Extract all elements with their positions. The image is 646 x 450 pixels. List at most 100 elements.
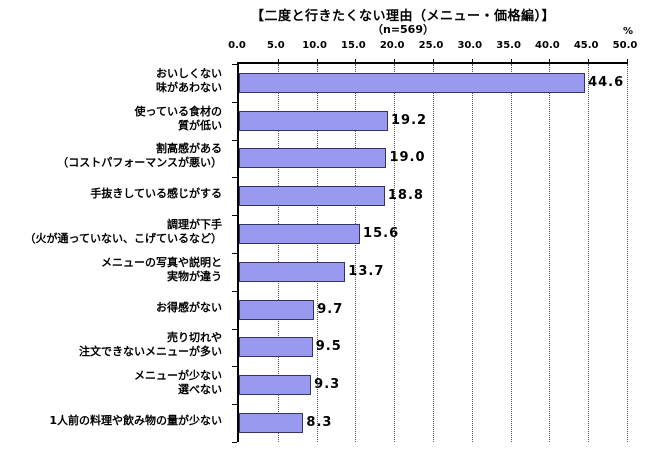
bar-row: 9.5 <box>239 329 627 367</box>
plot-area: 44.6 19.2 19.0 18.8 15.6 13.7 9.7 9.5 9.3 8.3 <box>232 59 628 443</box>
gridline <box>627 64 628 442</box>
y-axis-tick <box>232 64 237 65</box>
bar-row: 44.6 <box>239 64 627 102</box>
x-axis-tick <box>394 59 396 64</box>
bar <box>239 299 315 320</box>
category-label-line: 使っている食材の <box>134 104 222 118</box>
bar-row: 8.3 <box>239 404 627 442</box>
gridline <box>433 64 434 442</box>
gridline <box>355 64 357 442</box>
chart-title: 【二度と行きたくない理由（メニュー・価格編）】 <box>250 9 555 24</box>
bar-row: 19.0 <box>239 140 627 178</box>
category-label-line: 実物が違う <box>167 269 222 283</box>
x-tick-label: 10.0 <box>302 40 327 51</box>
bar-row: 19.2 <box>239 102 627 140</box>
category-label-line: 注文できないメニューが多い <box>79 345 222 359</box>
category-label-line: 調理が下手 <box>167 218 222 232</box>
x-axis-tick <box>627 59 628 64</box>
x-tick-label: 15.0 <box>341 40 366 51</box>
category-label-line: 質が低い <box>178 118 222 132</box>
bar <box>239 261 346 282</box>
bar-row: 15.6 <box>239 215 627 253</box>
value-label: 18.8 <box>387 188 424 204</box>
chart-subtitle: （n=569） <box>371 23 434 36</box>
x-axis-unit-label: % <box>622 26 634 37</box>
x-tick-label: 50.0 <box>612 40 638 51</box>
x-tick-label: 30.0 <box>457 40 483 51</box>
x-tick-label: 0.0 <box>228 40 246 51</box>
y-axis-tick <box>232 101 237 103</box>
gridline <box>588 64 590 442</box>
y-axis-tick <box>232 328 237 330</box>
y-axis-tick <box>232 442 237 443</box>
category-label: おいしくない 味があわない <box>0 62 228 100</box>
category-label-line: 味があわない <box>156 80 222 94</box>
bar-row: 18.8 <box>239 177 627 215</box>
category-label: メニューが少ない 選べない <box>0 364 228 402</box>
x-axis-tick <box>549 59 551 64</box>
value-label: 44.6 <box>588 74 625 90</box>
category-label-line: 手抜きしている感じがする <box>90 187 222 201</box>
bar <box>239 337 313 358</box>
gridline <box>510 64 512 442</box>
category-axis: おいしくない 味があわない使っている食材の 質が低い割高感がある （コストパフォーマン… <box>0 62 228 440</box>
category-label-line: 売り切れや <box>167 331 222 345</box>
category-label-line: （火が通っていない、こげているなど） <box>24 232 222 246</box>
category-label: メニューの写真や説明と 実物が違う <box>0 251 228 289</box>
y-axis-tick <box>232 177 237 179</box>
category-label: 手抜きしている感じがする <box>0 175 228 213</box>
gridline <box>316 64 318 442</box>
value-label: 19.0 <box>389 150 426 166</box>
value-label: 19.2 <box>390 112 428 128</box>
bar <box>239 375 312 396</box>
value-label: 8.3 <box>306 415 333 431</box>
x-tick-label: 5.0 <box>266 40 285 51</box>
x-tick-label: 20.0 <box>379 40 405 51</box>
y-axis-tick <box>232 215 237 217</box>
category-label: 割高感がある （コストパフォーマンスが悪い） <box>0 138 228 176</box>
bar <box>239 148 387 169</box>
x-axis-tick <box>510 59 512 64</box>
x-axis-tick <box>355 59 357 64</box>
category-label: 調理が下手 （火が通っていない、こげているなど） <box>0 213 228 251</box>
category-label-line: 1人前の料理や飲み物の量が少ない <box>49 414 222 428</box>
value-label: 9.3 <box>314 377 341 393</box>
x-axis-tick <box>471 59 473 64</box>
x-tick-label: 25.0 <box>418 40 444 51</box>
category-label-line: 割高感がある <box>156 142 222 156</box>
category-label-line: おいしくない <box>156 66 222 80</box>
bar-row: 13.7 <box>239 253 627 291</box>
category-label-line: （コストパフォーマンスが悪い） <box>57 156 222 170</box>
x-tick-label: 35.0 <box>496 40 521 51</box>
category-label: 売り切れや 注文できないメニューが多い <box>0 327 228 365</box>
x-axis-tick <box>588 59 590 64</box>
bar <box>239 110 388 131</box>
bar-row: 9.7 <box>239 291 627 329</box>
gridline <box>277 64 279 442</box>
x-tick-label: 45.0 <box>573 40 599 51</box>
bar-row: 9.3 <box>239 366 627 404</box>
category-label-line: 選べない <box>178 383 222 397</box>
category-label-line: メニューの写真や説明と <box>101 255 222 269</box>
value-label: 9.5 <box>315 339 342 355</box>
bar <box>239 413 304 434</box>
y-axis-tick <box>232 290 237 292</box>
bar <box>239 72 586 93</box>
y-axis-tick <box>232 404 237 406</box>
category-label: お得感がない <box>0 289 228 327</box>
value-label: 9.7 <box>317 301 344 317</box>
x-tick-label: 40.0 <box>535 40 560 51</box>
value-label: 13.7 <box>348 263 385 279</box>
value-label: 15.6 <box>363 226 400 242</box>
y-axis-tick <box>232 253 237 254</box>
x-axis-tick <box>316 59 318 64</box>
gridline <box>471 64 473 442</box>
y-axis-tick <box>232 139 237 141</box>
gridline <box>549 64 551 442</box>
gridline <box>394 64 396 442</box>
category-label-line: お得感がない <box>156 300 222 314</box>
y-axis-tick <box>232 366 237 368</box>
category-label-line: メニューが少ない <box>134 369 222 383</box>
category-label: 1人前の料理や飲み物の量が少ない <box>0 402 228 440</box>
